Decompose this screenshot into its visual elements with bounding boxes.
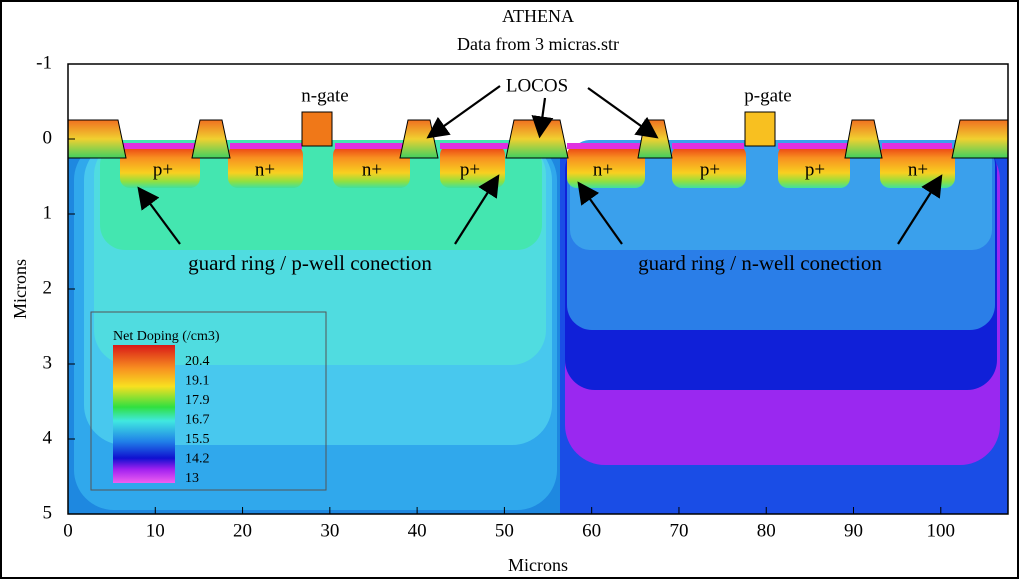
annotation: p+ (700, 159, 720, 180)
color-scale (113, 345, 175, 483)
y-tick-label: 0 (43, 127, 53, 148)
y-tick-label: 4 (43, 427, 53, 448)
y-tick-label: 3 (43, 352, 53, 373)
annotation: n-gate (301, 85, 348, 106)
y-tick-label: 2 (43, 277, 53, 298)
x-tick-label: 20 (233, 520, 252, 541)
x-tick-label: 60 (582, 520, 601, 541)
legend-level: 20.4 (185, 354, 210, 369)
annotation: p+ (460, 159, 480, 180)
y-tick-label: 1 (43, 202, 53, 223)
x-tick-label: 50 (495, 520, 514, 541)
x-tick-label: 10 (146, 520, 165, 541)
annotation: n+ (593, 159, 613, 180)
y-axis-label: Microns (10, 259, 30, 319)
annotation: p+ (805, 159, 825, 180)
legend-level: 16.7 (185, 413, 210, 428)
annotation: LOCOS (506, 75, 568, 96)
legend-level: 15.5 (185, 432, 210, 447)
annotation: p-gate (744, 85, 791, 106)
annotation: n+ (255, 159, 275, 180)
legend-title: Net Doping (/cm3) (113, 329, 220, 344)
x-axis-label: Microns (508, 555, 568, 575)
annotation: n+ (362, 159, 382, 180)
y-tick-label: -1 (36, 52, 52, 73)
subtitle: Data from 3 micras.str (457, 34, 619, 54)
annotation: guard ring / n-well conection (638, 251, 882, 275)
annotation: n+ (908, 159, 928, 180)
x-tick-label: 0 (63, 520, 73, 541)
annotation: guard ring / p-well conection (188, 251, 432, 275)
chart: Net Doping (/cm3) ATHENA Data from 3 micr… (0, 0, 1019, 579)
y-tick-label: 5 (43, 502, 53, 523)
annotation: p+ (153, 159, 173, 180)
x-tick-label: 80 (757, 520, 776, 541)
title: ATHENA (502, 6, 574, 26)
x-tick-label: 70 (669, 520, 688, 541)
x-tick-label: 100 (927, 520, 956, 541)
x-tick-label: 90 (844, 520, 863, 541)
legend-level: 14.2 (185, 452, 210, 467)
legend-level: 17.9 (185, 393, 210, 408)
legend-level: 13 (185, 471, 199, 486)
x-tick-label: 30 (320, 520, 339, 541)
x-tick-label: 40 (408, 520, 427, 541)
legend-level: 19.1 (185, 374, 210, 389)
